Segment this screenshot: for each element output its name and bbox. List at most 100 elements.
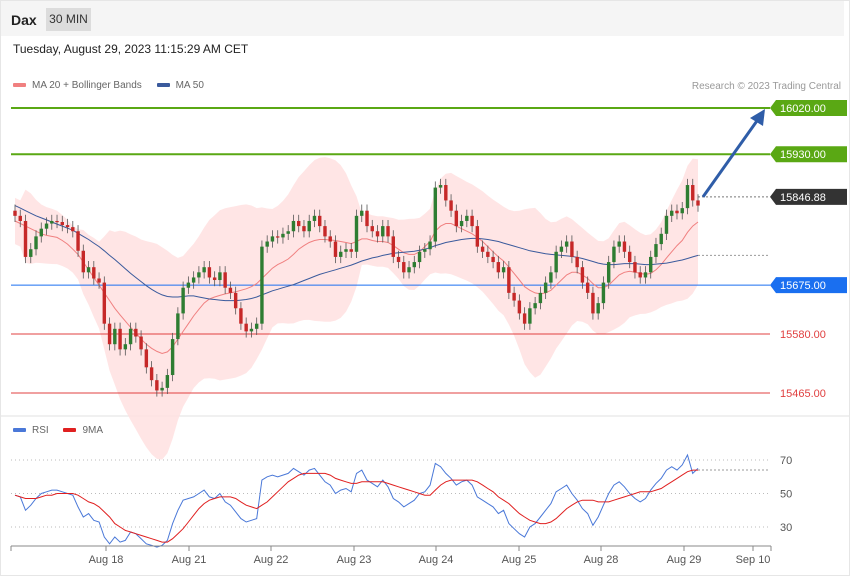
candle-body [627, 251, 632, 263]
candle-body [244, 323, 248, 332]
candle-body [360, 210, 364, 216]
candle-body [307, 220, 311, 232]
instrument-name: Dax [11, 12, 37, 28]
candle-body [60, 222, 64, 226]
candle-body [633, 262, 637, 273]
forecast-arrow-shaft [701, 117, 761, 198]
candle-body [291, 220, 296, 232]
candle-body [223, 272, 227, 288]
candle-body [39, 228, 43, 237]
candle-body [92, 267, 96, 279]
candle-body [696, 200, 700, 206]
candles [13, 178, 700, 397]
candle-body [139, 336, 143, 350]
candle-body [302, 226, 306, 232]
candle-body [249, 328, 254, 332]
candle-body [533, 303, 537, 309]
time-label-Aug-28: Aug 28 [584, 554, 619, 566]
legend-rsi9-label: 9MA [82, 425, 104, 436]
level-label-15846.88: 15846.88 [780, 192, 826, 204]
level-label-15675.00: 15675.00 [780, 280, 826, 292]
candle-body [228, 287, 233, 293]
candle-body [144, 349, 149, 368]
candle-body [538, 292, 543, 304]
candle-body [470, 215, 474, 227]
candle-body [97, 278, 101, 283]
credit-text: Research © 2023 Trading Central [691, 81, 841, 92]
candle-body [197, 272, 201, 278]
candle-body [81, 250, 86, 273]
time-label-Aug-25: Aug 25 [502, 554, 537, 566]
candle-body [659, 233, 663, 245]
candle-body [44, 223, 49, 229]
candle-body [465, 215, 469, 221]
candle-body [265, 241, 269, 247]
candle-body [71, 227, 75, 232]
time-label-Aug-24: Aug 24 [419, 554, 454, 566]
candle-body [134, 328, 138, 337]
timeframe-selector[interactable]: 30 MIN [46, 8, 91, 31]
bollinger-band [15, 157, 698, 460]
candle-body [454, 210, 459, 227]
header-bar: Dax 30 MIN [1, 1, 844, 36]
candle-body [691, 185, 695, 201]
candle-body [591, 292, 595, 314]
candle-body [286, 231, 290, 234]
time-label-Aug-29: Aug 29 [667, 554, 702, 566]
candle-body [664, 215, 669, 234]
candle-body [670, 210, 674, 216]
level-tag-15846.88 [770, 188, 847, 205]
candle-body [260, 246, 264, 324]
candle-body [76, 231, 80, 251]
candle-body [160, 387, 164, 391]
candle-body [186, 282, 191, 288]
legend-ma50: MA 50 [156, 80, 204, 91]
candle-body [333, 241, 338, 257]
candle-body [512, 292, 516, 301]
candle-body [275, 236, 280, 238]
candle-body [522, 313, 527, 324]
legend-rsi-label: RSI [32, 425, 49, 436]
candle-body [107, 323, 112, 345]
legend-ma20-swatch [13, 83, 26, 88]
time-label-Aug-21: Aug 21 [172, 554, 207, 566]
level-tag-15930.00 [770, 146, 847, 163]
candle-body [549, 272, 553, 283]
legend-ma20: MA 20 + Bollinger Bands [13, 80, 142, 91]
candle-body [344, 249, 348, 252]
candle-body [18, 215, 22, 221]
candle-body [596, 303, 600, 314]
candle-body [423, 249, 427, 252]
candle-body [181, 287, 185, 314]
candle-body [55, 220, 59, 223]
legend-ma50-label: MA 50 [175, 80, 204, 91]
candle-body [444, 185, 448, 201]
candle-body [391, 236, 395, 257]
candle-body [507, 267, 511, 293]
candle-body [233, 292, 238, 309]
legend-ma50-swatch [156, 83, 170, 88]
candle-body [580, 267, 585, 283]
rsi-tick-30: 30 [780, 522, 792, 534]
timestamp: Tuesday, August 29, 2023 11:15:29 AM CET [13, 42, 249, 56]
level-tag-16020.00 [770, 100, 847, 116]
rsi-tick-50: 50 [780, 489, 792, 501]
candle-body [170, 339, 175, 376]
candle-body [165, 375, 170, 388]
candle-body [102, 282, 107, 324]
candle-body [349, 249, 353, 252]
level-tag-15675.00 [770, 277, 847, 294]
candle-body [239, 308, 243, 324]
candle-body [212, 277, 217, 281]
time-label-Aug-23: Aug 23 [337, 554, 372, 566]
candle-body [643, 272, 648, 278]
candle-body [564, 241, 569, 247]
candle-body [491, 256, 495, 263]
candle-body [254, 323, 259, 329]
price-legend: MA 20 + Bollinger Bands MA 50 [13, 80, 204, 92]
candle-body [149, 367, 154, 381]
candle-body [685, 185, 690, 209]
candle-body [680, 208, 684, 214]
candle-body [412, 262, 416, 268]
